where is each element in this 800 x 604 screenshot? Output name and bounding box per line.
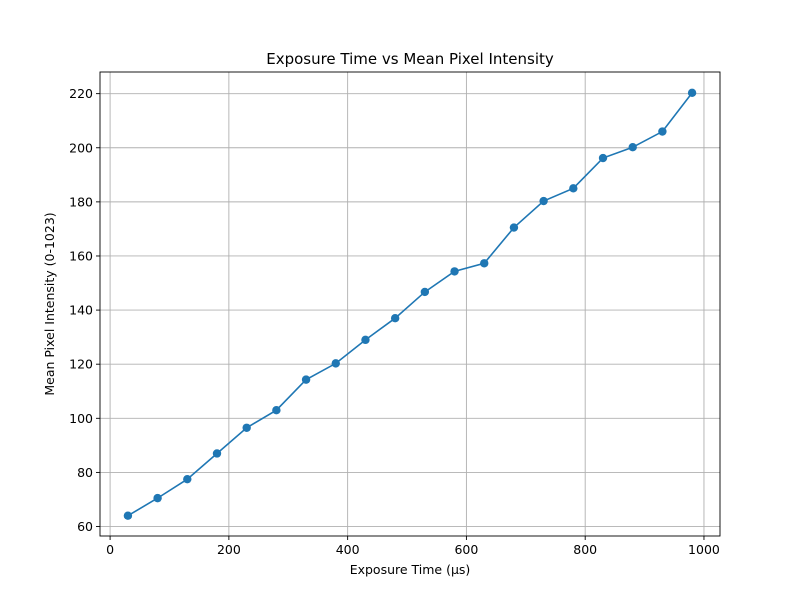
y-tick-label: 120	[69, 357, 93, 372]
axis-ticks: 0 200 400 600 800 1000 60 80 100 120 140 160 180 200 2…	[69, 86, 720, 557]
y-tick-label: 180	[69, 194, 93, 209]
data-point	[183, 474, 192, 484]
data-point	[450, 267, 459, 276]
y-axis-label: Mean Pixel Intensity (0-1023)	[42, 212, 57, 395]
data-point	[390, 314, 400, 323]
axes-frame	[99, 71, 721, 537]
x-axis-label: Exposure Time (µs)	[350, 562, 471, 577]
data-point	[598, 153, 608, 163]
data-point	[153, 493, 162, 503]
series-line	[127, 92, 693, 517]
y-tick-label: 200	[69, 140, 93, 155]
data-point	[420, 287, 430, 297]
data-point	[272, 405, 281, 415]
data-point	[569, 184, 578, 193]
data-point	[539, 196, 548, 206]
grid	[100, 72, 720, 536]
data-point	[301, 375, 311, 384]
data-point	[687, 88, 697, 98]
data-point	[361, 335, 370, 345]
y-tick-label: 60	[77, 519, 93, 534]
y-tick-label: 160	[69, 248, 93, 263]
chart-title: Exposure Time vs Mean Pixel Intensity	[266, 50, 554, 68]
data-point	[212, 449, 222, 458]
data-point	[509, 223, 519, 232]
y-tick-label: 140	[69, 303, 93, 318]
data-point	[480, 259, 489, 268]
x-tick-label: 600	[454, 542, 478, 557]
x-tick-label: 400	[336, 542, 360, 557]
x-tick-label: 1000	[688, 542, 720, 557]
data-series	[123, 88, 697, 520]
x-tick-label: 200	[217, 542, 241, 557]
data-point	[628, 143, 637, 152]
data-point	[242, 423, 251, 432]
data-point	[123, 511, 133, 520]
y-tick-label: 100	[69, 411, 93, 426]
data-point	[658, 127, 667, 136]
y-tick-label: 220	[69, 86, 93, 101]
x-tick-label: 0	[106, 542, 114, 557]
y-tick-label: 80	[77, 465, 93, 480]
data-point	[331, 359, 340, 368]
x-tick-label: 800	[573, 542, 597, 557]
